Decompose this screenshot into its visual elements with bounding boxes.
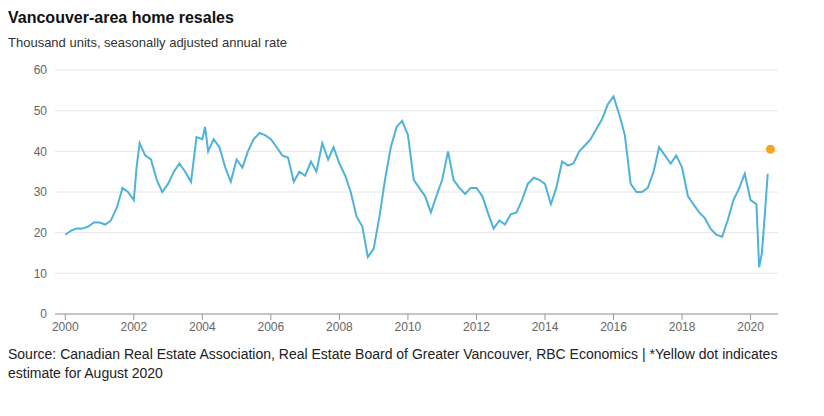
svg-text:2010: 2010 [395,320,422,334]
html-text:Thousand units, seasonally adj: Thousand units, seasonally adjusted annu… [8,35,287,50]
svg-text:2000: 2000 [52,320,79,334]
svg-text:10: 10 [34,267,48,281]
svg-text:2016: 2016 [600,320,627,334]
html-text:Source: Canadian Real Estate A: Source: Canadian Real Estate Association… [8,346,778,381]
html-text:Vancouver-area home resales: Vancouver-area home resales [8,9,234,26]
svg-text:2020: 2020 [737,320,764,334]
svg-text:2002: 2002 [120,320,147,334]
svg-text:50: 50 [34,104,48,118]
svg-text:2004: 2004 [189,320,216,334]
svg-text:2018: 2018 [669,320,696,334]
svg-text:60: 60 [34,63,48,77]
svg-text:2006: 2006 [258,320,285,334]
svg-text:30: 30 [34,185,48,199]
svg-text:40: 40 [34,145,48,159]
svg-text:0: 0 [40,307,47,321]
svg-text:2012: 2012 [463,320,490,334]
svg-text:20: 20 [34,226,48,240]
svg-text:2008: 2008 [326,320,353,334]
svg-text:2014: 2014 [532,320,559,334]
